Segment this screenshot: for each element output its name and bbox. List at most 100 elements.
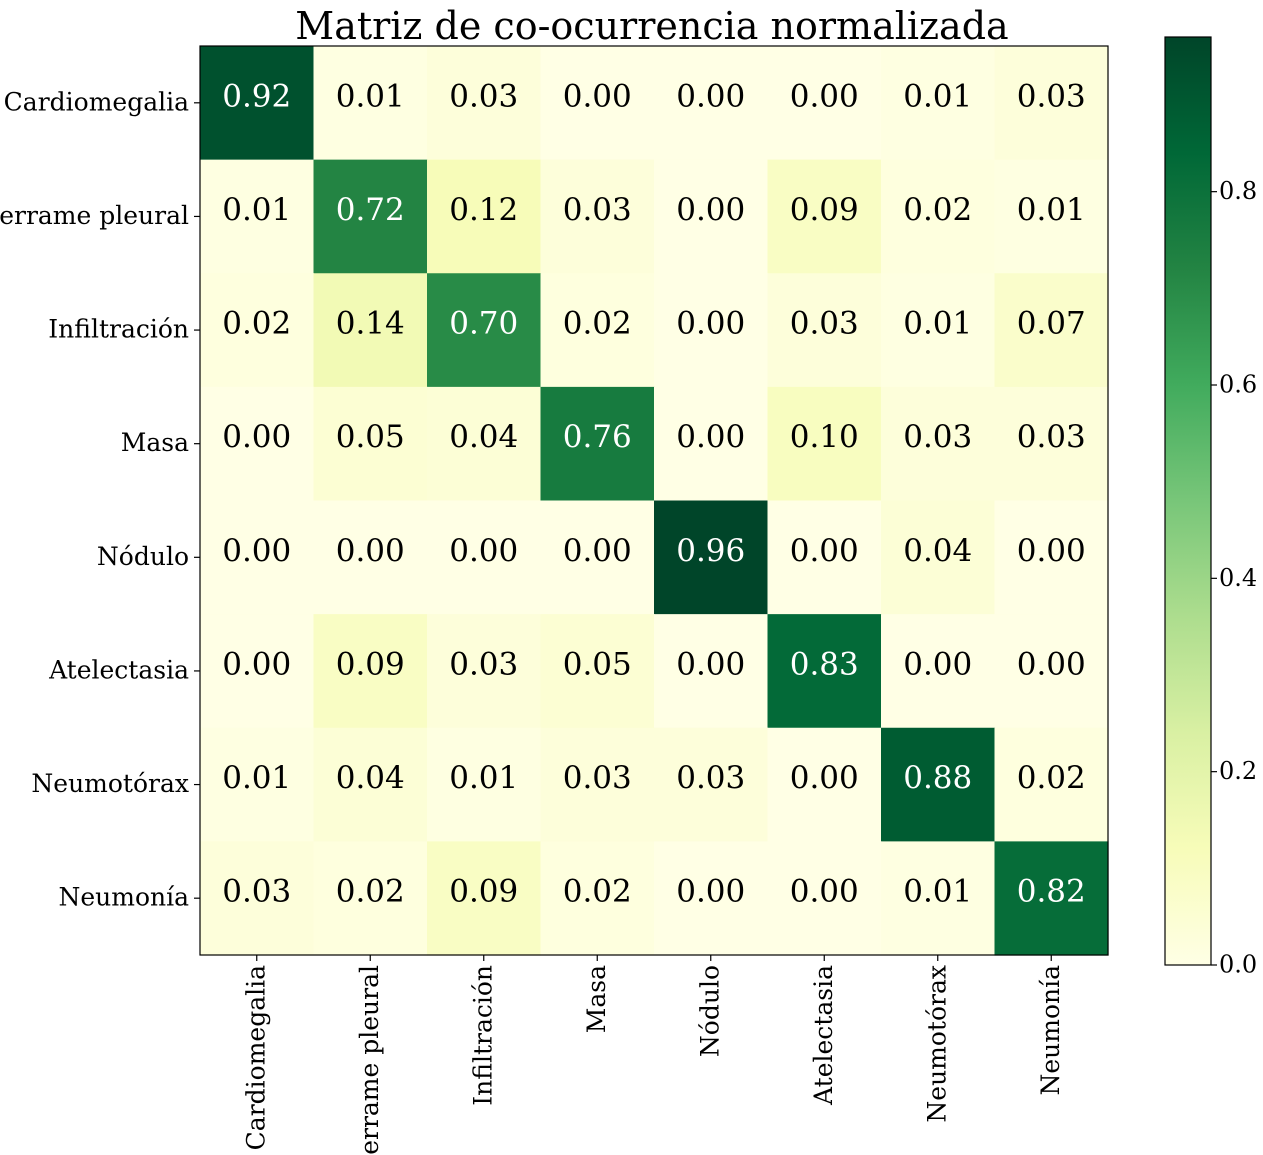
colorbar-axis: 0.0 0.2 0.4 0.6 0.8 bbox=[1211, 177, 1257, 979]
cell-value-label: 0.02 bbox=[336, 874, 405, 910]
y-tick-label: Derrame pleural bbox=[0, 201, 189, 230]
heatmap-cell bbox=[881, 614, 996, 729]
heatmap-cell bbox=[540, 273, 655, 388]
cell-value-label: 0.00 bbox=[676, 874, 745, 910]
cell-value-label: 0.00 bbox=[336, 533, 405, 569]
cell-value-label: 0.02 bbox=[563, 874, 632, 910]
cell-value-label: 0.03 bbox=[563, 192, 632, 228]
x-tick-label: Nódulo bbox=[695, 965, 724, 1057]
cell-value-label: 0.04 bbox=[449, 419, 518, 455]
cell-value-label: 0.03 bbox=[449, 646, 518, 682]
heatmap-cell bbox=[313, 273, 428, 388]
heatmap-cell bbox=[427, 386, 542, 502]
heatmap-cell bbox=[881, 386, 996, 502]
heatmap-cell bbox=[654, 273, 769, 388]
heatmap-cell bbox=[654, 841, 769, 956]
cell-value-label: 0.03 bbox=[676, 760, 745, 796]
heatmap-cell bbox=[200, 614, 315, 729]
heatmap-cell bbox=[540, 841, 655, 956]
heatmap-cell bbox=[767, 46, 882, 161]
cell-value-label: 0.00 bbox=[1017, 533, 1086, 569]
heatmap-cell bbox=[654, 727, 769, 842]
heatmap-cell bbox=[313, 159, 428, 274]
cell-value-label: 0.82 bbox=[1017, 874, 1086, 910]
cell-value-label: 0.02 bbox=[1017, 760, 1086, 796]
cell-value-label: 0.01 bbox=[222, 760, 291, 796]
x-tick-label: Masa bbox=[582, 965, 611, 1033]
heatmap-cell bbox=[540, 614, 655, 729]
heatmap-cell bbox=[881, 727, 996, 842]
heatmap-cell bbox=[200, 841, 315, 956]
heatmap-cell bbox=[654, 614, 769, 729]
heatmap-cell bbox=[767, 727, 882, 842]
heatmap-cell bbox=[767, 614, 882, 729]
cell-value-label: 0.96 bbox=[676, 533, 745, 569]
cell-value-label: 0.09 bbox=[449, 874, 518, 910]
cell-value-label: 0.00 bbox=[449, 533, 518, 569]
x-axis: Cardiomegalia Derrame pleural Infiltración… bbox=[241, 955, 1065, 1155]
cell-value-label: 0.07 bbox=[1017, 306, 1086, 342]
colorbar-tick-label: 0.2 bbox=[1219, 757, 1257, 785]
heatmap-cell bbox=[540, 727, 655, 842]
heatmap-cell bbox=[540, 386, 655, 502]
heatmap-cell bbox=[427, 159, 542, 274]
y-tick-label: Cardiomegalia bbox=[4, 87, 189, 116]
cell-value-label: 0.14 bbox=[336, 306, 405, 342]
heatmap-cell bbox=[200, 273, 315, 388]
heatmap-cell bbox=[427, 273, 542, 388]
cell-value-label: 0.04 bbox=[336, 760, 405, 796]
cell-value-label: 0.00 bbox=[1017, 646, 1086, 682]
x-tick-label: Atelectasia bbox=[809, 965, 838, 1106]
cell-value-label: 0.01 bbox=[449, 760, 518, 796]
cell-value-label: 0.92 bbox=[222, 78, 291, 114]
heatmap-cell bbox=[200, 727, 315, 842]
cell-value-label: 0.03 bbox=[449, 78, 518, 114]
cell-value-label: 0.00 bbox=[790, 760, 859, 796]
cell-value-label: 0.01 bbox=[222, 192, 291, 228]
heatmap-cell bbox=[200, 500, 315, 615]
cell-value-label: 0.10 bbox=[790, 419, 859, 455]
cell-value-label: 0.01 bbox=[903, 78, 972, 114]
cell-value-label: 0.83 bbox=[790, 646, 859, 682]
heatmap-cell bbox=[994, 159, 1109, 274]
cell-value-label: 0.00 bbox=[222, 646, 291, 682]
heatmap-cell bbox=[881, 273, 996, 388]
cell-value-label: 0.01 bbox=[336, 78, 405, 114]
cell-value-label: 0.00 bbox=[676, 78, 745, 114]
cell-value-label: 0.00 bbox=[790, 78, 859, 114]
cell-value-label: 0.00 bbox=[563, 533, 632, 569]
colorbar-tick-label: 0.8 bbox=[1219, 177, 1257, 205]
heatmap-cell bbox=[994, 500, 1109, 615]
heatmap-cell bbox=[200, 159, 315, 274]
heatmap-cell bbox=[540, 159, 655, 274]
cell-value-label: 0.02 bbox=[222, 306, 291, 342]
colorbar-tick-label: 0.4 bbox=[1219, 564, 1257, 592]
cell-value-label: 0.00 bbox=[676, 646, 745, 682]
heatmap-cell bbox=[994, 841, 1109, 956]
heatmap-cell bbox=[654, 46, 769, 161]
cell-value-label: 0.03 bbox=[903, 419, 972, 455]
cell-value-label: 0.03 bbox=[1017, 78, 1086, 114]
cell-value-label: 0.00 bbox=[790, 533, 859, 569]
heatmap-cell bbox=[200, 46, 315, 161]
cell-value-label: 0.00 bbox=[903, 646, 972, 682]
cell-value-label: 0.00 bbox=[676, 419, 745, 455]
heatmap-cell-labels: 0.92 0.01 0.03 0.00 0.00 0.00 0.01 0.03 0.01 0.72… bbox=[222, 78, 1086, 909]
cell-value-label: 0.01 bbox=[1017, 192, 1086, 228]
heatmap-cell bbox=[654, 386, 769, 502]
cell-value-label: 0.02 bbox=[903, 192, 972, 228]
cell-value-label: 0.72 bbox=[336, 192, 405, 228]
cell-value-label: 0.76 bbox=[563, 419, 632, 455]
y-tick-label: Neumonía bbox=[58, 883, 189, 912]
cell-value-label: 0.05 bbox=[336, 419, 405, 455]
y-axis: Cardiomegalia Derrame pleural Infiltración… bbox=[0, 87, 200, 912]
heatmap-cell bbox=[200, 386, 315, 502]
cell-value-label: 0.01 bbox=[903, 306, 972, 342]
x-tick-label: Cardiomegalia bbox=[241, 965, 270, 1150]
x-tick-label: Infiltración bbox=[468, 965, 497, 1106]
cell-value-label: 0.03 bbox=[1017, 419, 1086, 455]
heatmap-cell bbox=[654, 500, 769, 615]
cell-value-label: 0.00 bbox=[222, 533, 291, 569]
cell-value-label: 0.03 bbox=[222, 874, 291, 910]
